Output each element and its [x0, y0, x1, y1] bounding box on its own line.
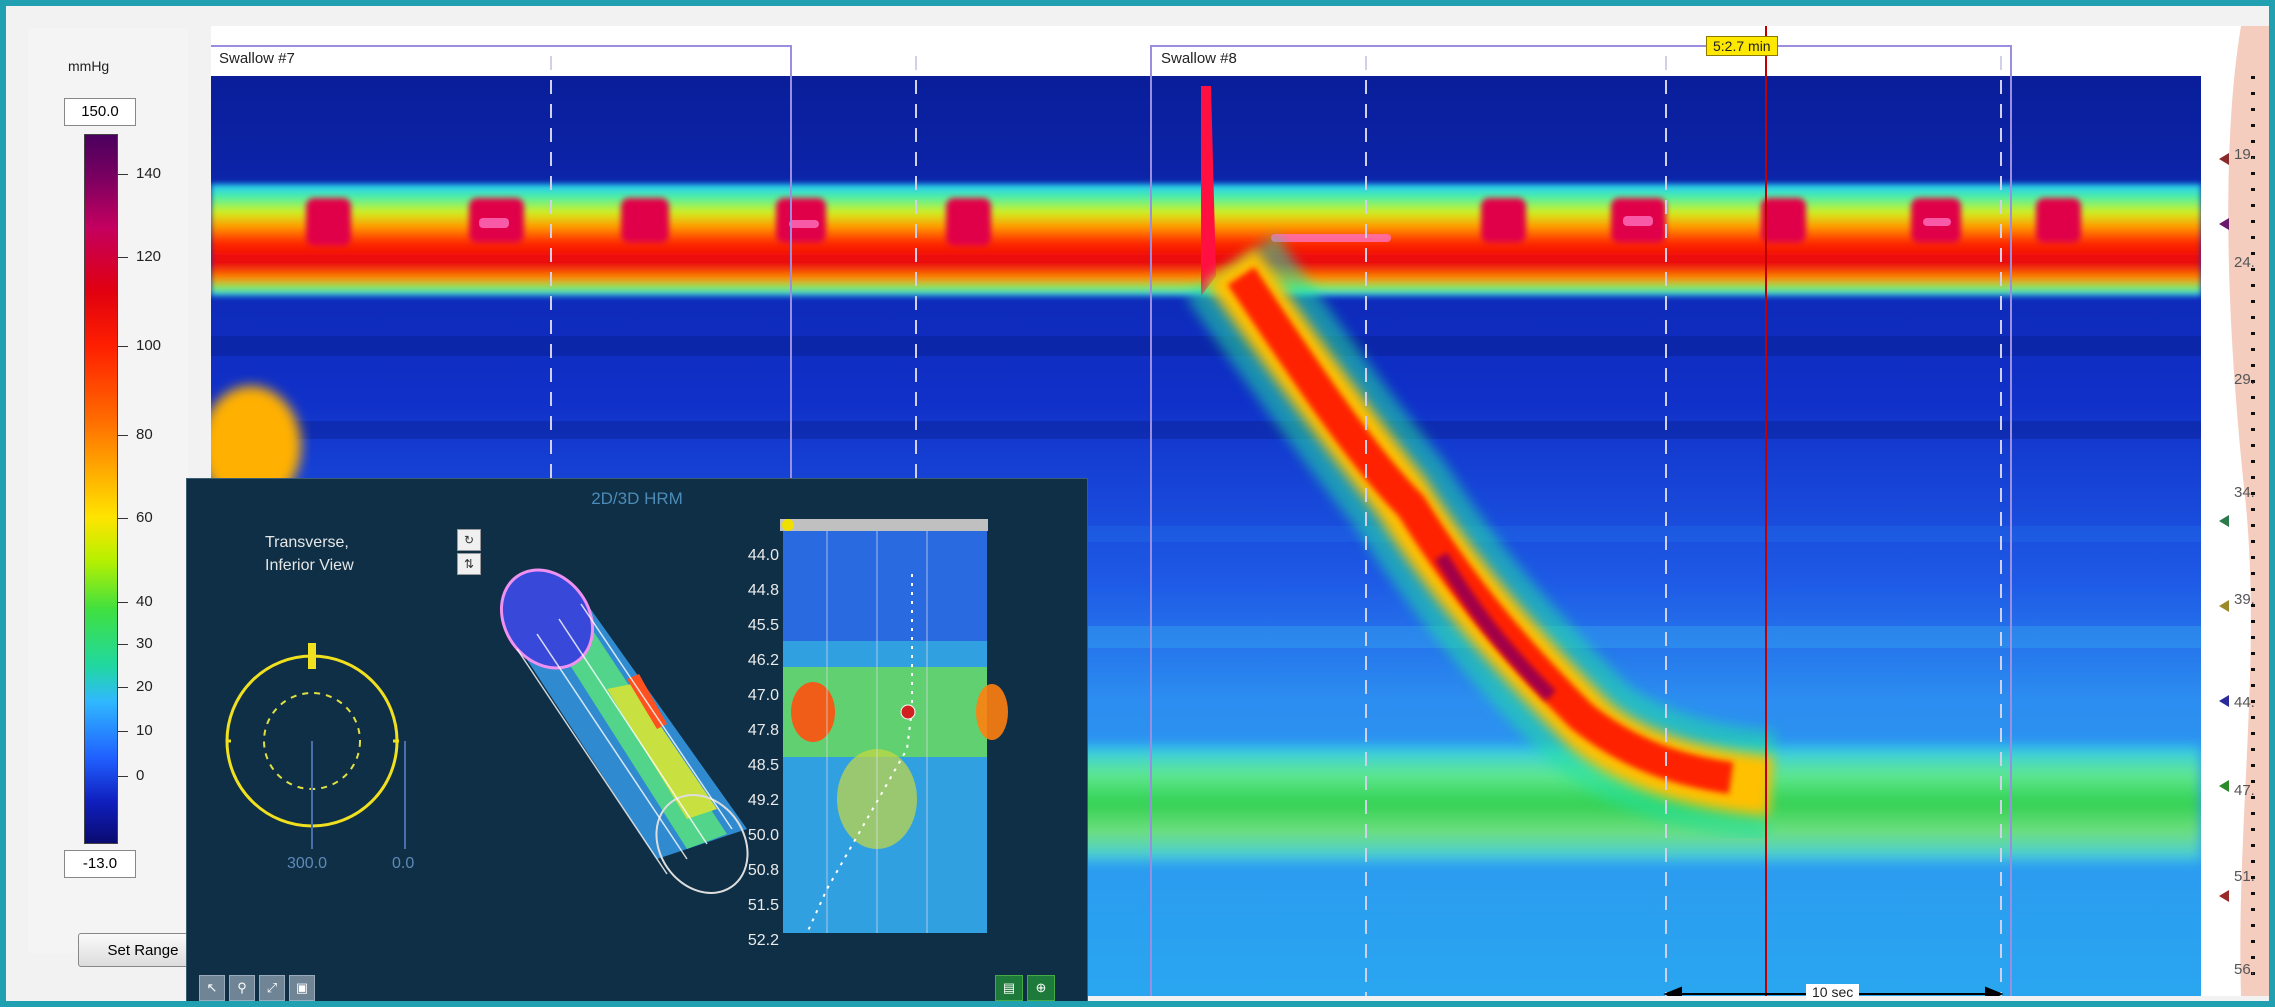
swallow-upstroke — [1201, 86, 1216, 296]
view-label-line1: Transverse, — [265, 534, 349, 551]
scale-min-field[interactable]: -13.0 — [64, 850, 136, 878]
colorbar-tick-label: 40 — [136, 593, 153, 610]
value-b: 0.0 — [392, 855, 415, 872]
dashed-grid — [550, 56, 2002, 996]
panel-depth-label: 50.8 — [747, 862, 779, 879]
colorbar-tick — [118, 602, 128, 603]
time-marker-label[interactable]: 5:2.7 min — [1706, 36, 1778, 56]
colorbar-tick-label: 20 — [136, 678, 153, 695]
zoom-icon[interactable]: ⊕ — [1027, 975, 1055, 1001]
colorbar-tick — [118, 346, 128, 347]
colorbar-tick-label: 80 — [136, 426, 153, 443]
panel-depth-label: 52.2 — [747, 932, 779, 949]
swallow-8-label[interactable]: Swallow #8 — [1161, 50, 1237, 67]
colorbar-tick — [118, 518, 128, 519]
flip-view-icon[interactable]: ⇅ — [457, 553, 481, 575]
depth-label: 29. — [2234, 371, 2255, 388]
colorbar-tick — [118, 731, 128, 732]
swallow-7-label[interactable]: Swallow #7 — [219, 50, 295, 67]
scale-max-field[interactable]: 150.0 — [64, 98, 136, 126]
depth-label: 24. — [2234, 254, 2255, 271]
panel-depth-label: 47.0 — [747, 687, 779, 704]
depth-label: 39. — [2234, 591, 2255, 608]
panel-depth-label: 50.0 — [747, 827, 779, 844]
artifact-blob — [211, 386, 301, 506]
catheter-strip — [2201, 26, 2269, 996]
colorbar-tick-label: 100 — [136, 337, 162, 354]
colorbar-tick-label: 10 — [136, 722, 153, 739]
panel-depth-label: 49.2 — [747, 792, 779, 809]
view-label-line2: Inferior View — [265, 557, 354, 574]
depth-label: 47. — [2234, 782, 2255, 799]
panel-depth-label: 48.5 — [747, 757, 779, 774]
rotate-view-icon[interactable]: ↻ — [457, 529, 481, 551]
catheter-svg — [2219, 26, 2269, 996]
pointer-tool-icon[interactable]: ↖ — [199, 975, 225, 1001]
expand-tool-icon[interactable]: ⤢ — [259, 975, 285, 1001]
link-tool-icon[interactable]: ⚲ — [229, 975, 255, 1001]
panel-depth-label: 47.8 — [747, 722, 779, 739]
depth-label: 56. — [2234, 961, 2255, 978]
colorbar-tick-label: 60 — [136, 509, 153, 526]
panel-depth-label: 44.8 — [747, 582, 779, 599]
panel-depth-label: 46.2 — [747, 652, 779, 669]
pulse-highlights — [479, 216, 1951, 242]
colorbar-tick-label: 140 — [136, 165, 162, 182]
panel-depth-label: 51.5 — [747, 897, 779, 914]
pressure-colorbar — [84, 134, 118, 844]
scale-bar-label: 10 sec — [1806, 984, 1860, 1000]
depth-label: 34. — [2234, 484, 2255, 501]
panel-title: 2D/3D HRM — [591, 489, 683, 508]
depth-label: 51. — [2234, 868, 2255, 885]
colorbar-tick-label: 120 — [136, 248, 162, 265]
graph-tool-icon[interactable]: ▤ — [995, 975, 1023, 1001]
colorbar-tick — [118, 776, 128, 777]
colorbar-tick-label: 0 — [136, 767, 145, 784]
colorbar-tick-label: 30 — [136, 635, 153, 652]
panel-depth-label: 45.5 — [747, 617, 779, 634]
colorbar-tick — [118, 687, 128, 688]
color-scale-panel: mmHg 150.0 140 120 100 80 60 40 30 20 10 0 -13.0 … — [28, 28, 208, 967]
3d-tube-icon — [499, 568, 749, 894]
colorbar-tick — [118, 644, 128, 645]
pressure-topography-plot[interactable]: Swallow #7 Swallow #8 — [211, 26, 2201, 996]
image-tool-icon[interactable]: ▣ — [289, 975, 315, 1001]
colorbar-tick — [118, 174, 128, 175]
view-label: Transverse, Inferior View — [265, 531, 354, 577]
depth-label: 19. — [2234, 146, 2255, 163]
panel-depth-label: 44.0 — [747, 547, 779, 564]
hrm-3d-panel[interactable]: 2D/3D HRM Transverse, Inferior View ↻ ⇅ — [186, 478, 1088, 1001]
value-a: 300.0 — [287, 855, 328, 872]
colorbar-tick — [118, 435, 128, 436]
peristalsis-peak — [1434, 552, 1556, 701]
unit-label: mmHg — [68, 58, 110, 74]
colorbar-tick — [118, 257, 128, 258]
depth-label: 44. — [2234, 694, 2255, 711]
